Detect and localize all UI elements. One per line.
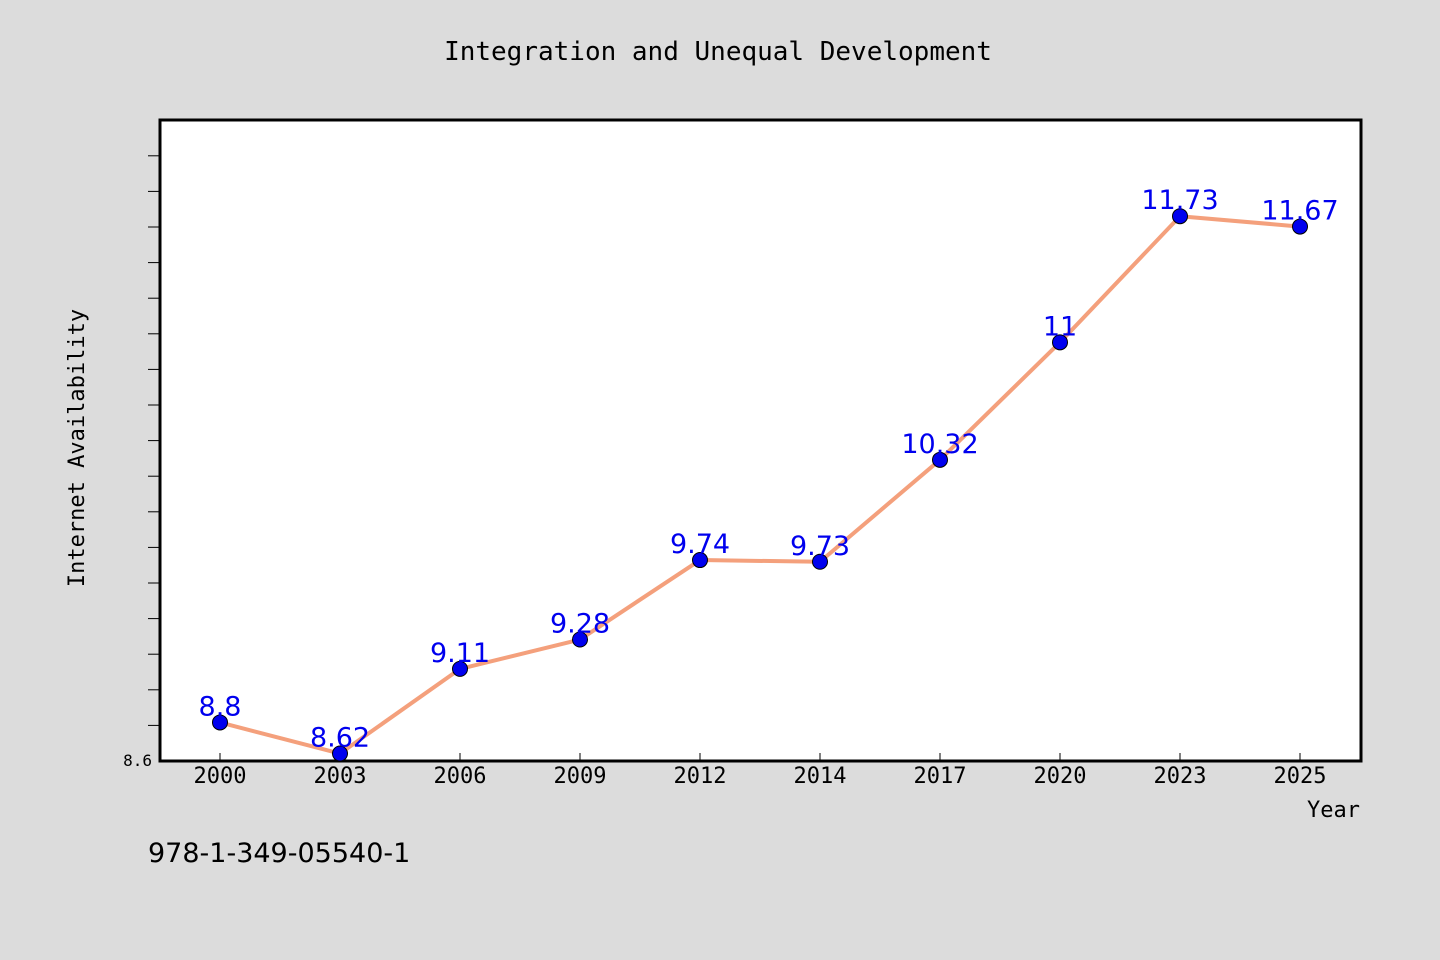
data-label: 11.67: [1261, 196, 1338, 227]
data-label: 10.32: [901, 429, 978, 460]
data-label: 9.74: [670, 529, 730, 560]
data-label: 9.11: [430, 638, 490, 669]
data-point: [1292, 218, 1308, 235]
data-point: [812, 553, 828, 570]
x-tick-label: 2003: [314, 764, 367, 789]
series-line: [218, 214, 1302, 756]
x-tick-label: 2014: [794, 764, 847, 789]
x-tick-label: 2020: [1034, 764, 1087, 789]
y-axis-label: Internet Availability: [65, 309, 90, 587]
x-tick-label: 2009: [554, 764, 607, 789]
x-tick-label: 2017: [914, 764, 967, 789]
isbn-annotation: 978-1-349-05540-1: [148, 838, 410, 869]
data-label: 9.73: [790, 531, 850, 562]
data-point: [932, 451, 948, 468]
y-tick-label-8-6: 8.6: [123, 751, 152, 770]
data-point: [572, 631, 588, 648]
data-label: 11: [1043, 311, 1077, 342]
data-label: 11.73: [1141, 185, 1218, 216]
data-point: [212, 714, 228, 731]
x-tick-label: 2000: [194, 764, 247, 789]
data-labels: 8.8 8.62 9.11 9.28 9.74 9.73 10.32 11 11.73 11.67: [199, 185, 1339, 753]
x-tick-label: 2006: [434, 764, 487, 789]
x-tick-label: 2012: [674, 764, 727, 789]
x-axis-label: Year: [1307, 798, 1360, 823]
y-axis-minor-ticks: [148, 155, 160, 726]
data-point: [452, 660, 468, 677]
data-point: [332, 745, 348, 762]
data-label: 8.62: [310, 723, 370, 754]
data-point: [692, 552, 708, 569]
data-label: 9.28: [550, 609, 610, 640]
x-axis-tick-labels: 2000 2003 2006 2009 2012 2014 2017 2020 2023 2025: [194, 764, 1327, 789]
x-tick-label: 2025: [1274, 764, 1327, 789]
data-point: [1172, 208, 1188, 225]
data-point: [1052, 334, 1068, 351]
data-label: 8.8: [199, 691, 242, 722]
data-markers: [212, 208, 1308, 762]
x-tick-label: 2023: [1154, 764, 1207, 789]
plot-area: [158, 118, 1363, 763]
chart-title: Integration and Unequal Development: [444, 37, 992, 67]
